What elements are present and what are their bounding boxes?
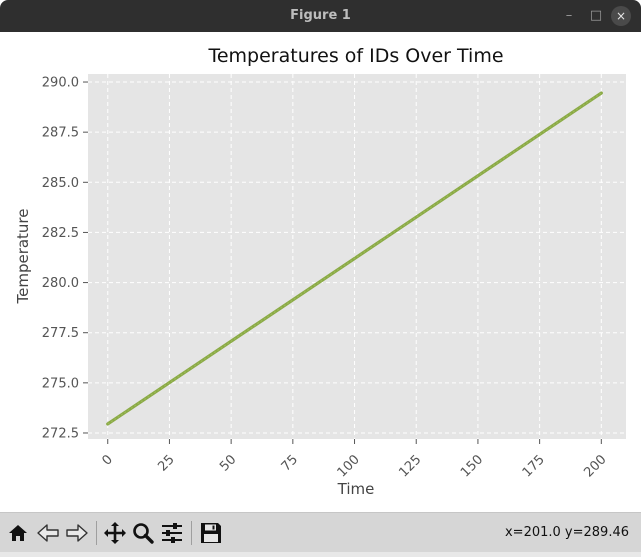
y-tick-label: 272.5 xyxy=(42,426,79,441)
y-tick-label: 285.0 xyxy=(42,176,79,191)
x-tick-label: 175 xyxy=(520,452,548,480)
chart-svg[interactable]: 0 25 50 75 100 125 150 175 200 272.5 275.0 277.5 280… xyxy=(0,32,641,512)
home-icon[interactable] xyxy=(5,519,31,547)
y-tick-label: 290.0 xyxy=(42,76,79,91)
y-tick-label: 277.5 xyxy=(42,326,79,341)
window-titlebar: Figure 1 – □ × xyxy=(0,0,641,32)
save-icon[interactable] xyxy=(198,519,224,547)
close-button[interactable]: × xyxy=(611,6,631,26)
x-tick-label: 100 xyxy=(335,452,363,480)
y-tick-label: 275.0 xyxy=(42,376,79,391)
window-title: Figure 1 xyxy=(290,8,351,23)
status-strip xyxy=(0,552,641,557)
figure-canvas[interactable]: 0 25 50 75 100 125 150 175 200 272.5 275.0 277.5 280… xyxy=(0,32,641,512)
x-tick-label: 0 xyxy=(100,452,116,468)
x-axis-label: Time xyxy=(337,480,375,498)
x-tick-label: 50 xyxy=(217,452,239,474)
forward-arrow-icon[interactable] xyxy=(64,519,90,547)
toolbar-divider xyxy=(191,521,192,545)
pan-icon[interactable] xyxy=(102,519,128,547)
y-tick-label: 280.0 xyxy=(42,276,79,291)
y-tick-label: 287.5 xyxy=(42,126,79,141)
y-tick-label: 282.5 xyxy=(42,226,79,241)
toolbar-divider xyxy=(96,521,97,545)
gridlines xyxy=(88,74,626,439)
back-arrow-icon[interactable] xyxy=(35,519,61,547)
chart-title: Temperatures of IDs Over Time xyxy=(207,45,503,67)
navigation-toolbar: x=201.0 y=289.46 xyxy=(0,512,641,553)
zoom-icon[interactable] xyxy=(130,519,156,547)
series-lines xyxy=(106,91,603,426)
cursor-coordinates: x=201.0 y=289.46 xyxy=(504,525,629,540)
x-tick-label: 125 xyxy=(396,452,424,480)
x-tick-label: 75 xyxy=(279,452,301,474)
maximize-button[interactable]: □ xyxy=(589,8,603,23)
x-tick-label: 25 xyxy=(155,452,177,474)
configure-subplots-icon[interactable] xyxy=(159,519,185,547)
minimize-button[interactable]: – xyxy=(565,8,573,23)
series-line-overlay xyxy=(107,92,602,425)
y-axis-label: Temperature xyxy=(14,208,32,304)
x-tick-label: 150 xyxy=(458,452,486,480)
x-tick-label: 200 xyxy=(581,452,609,480)
